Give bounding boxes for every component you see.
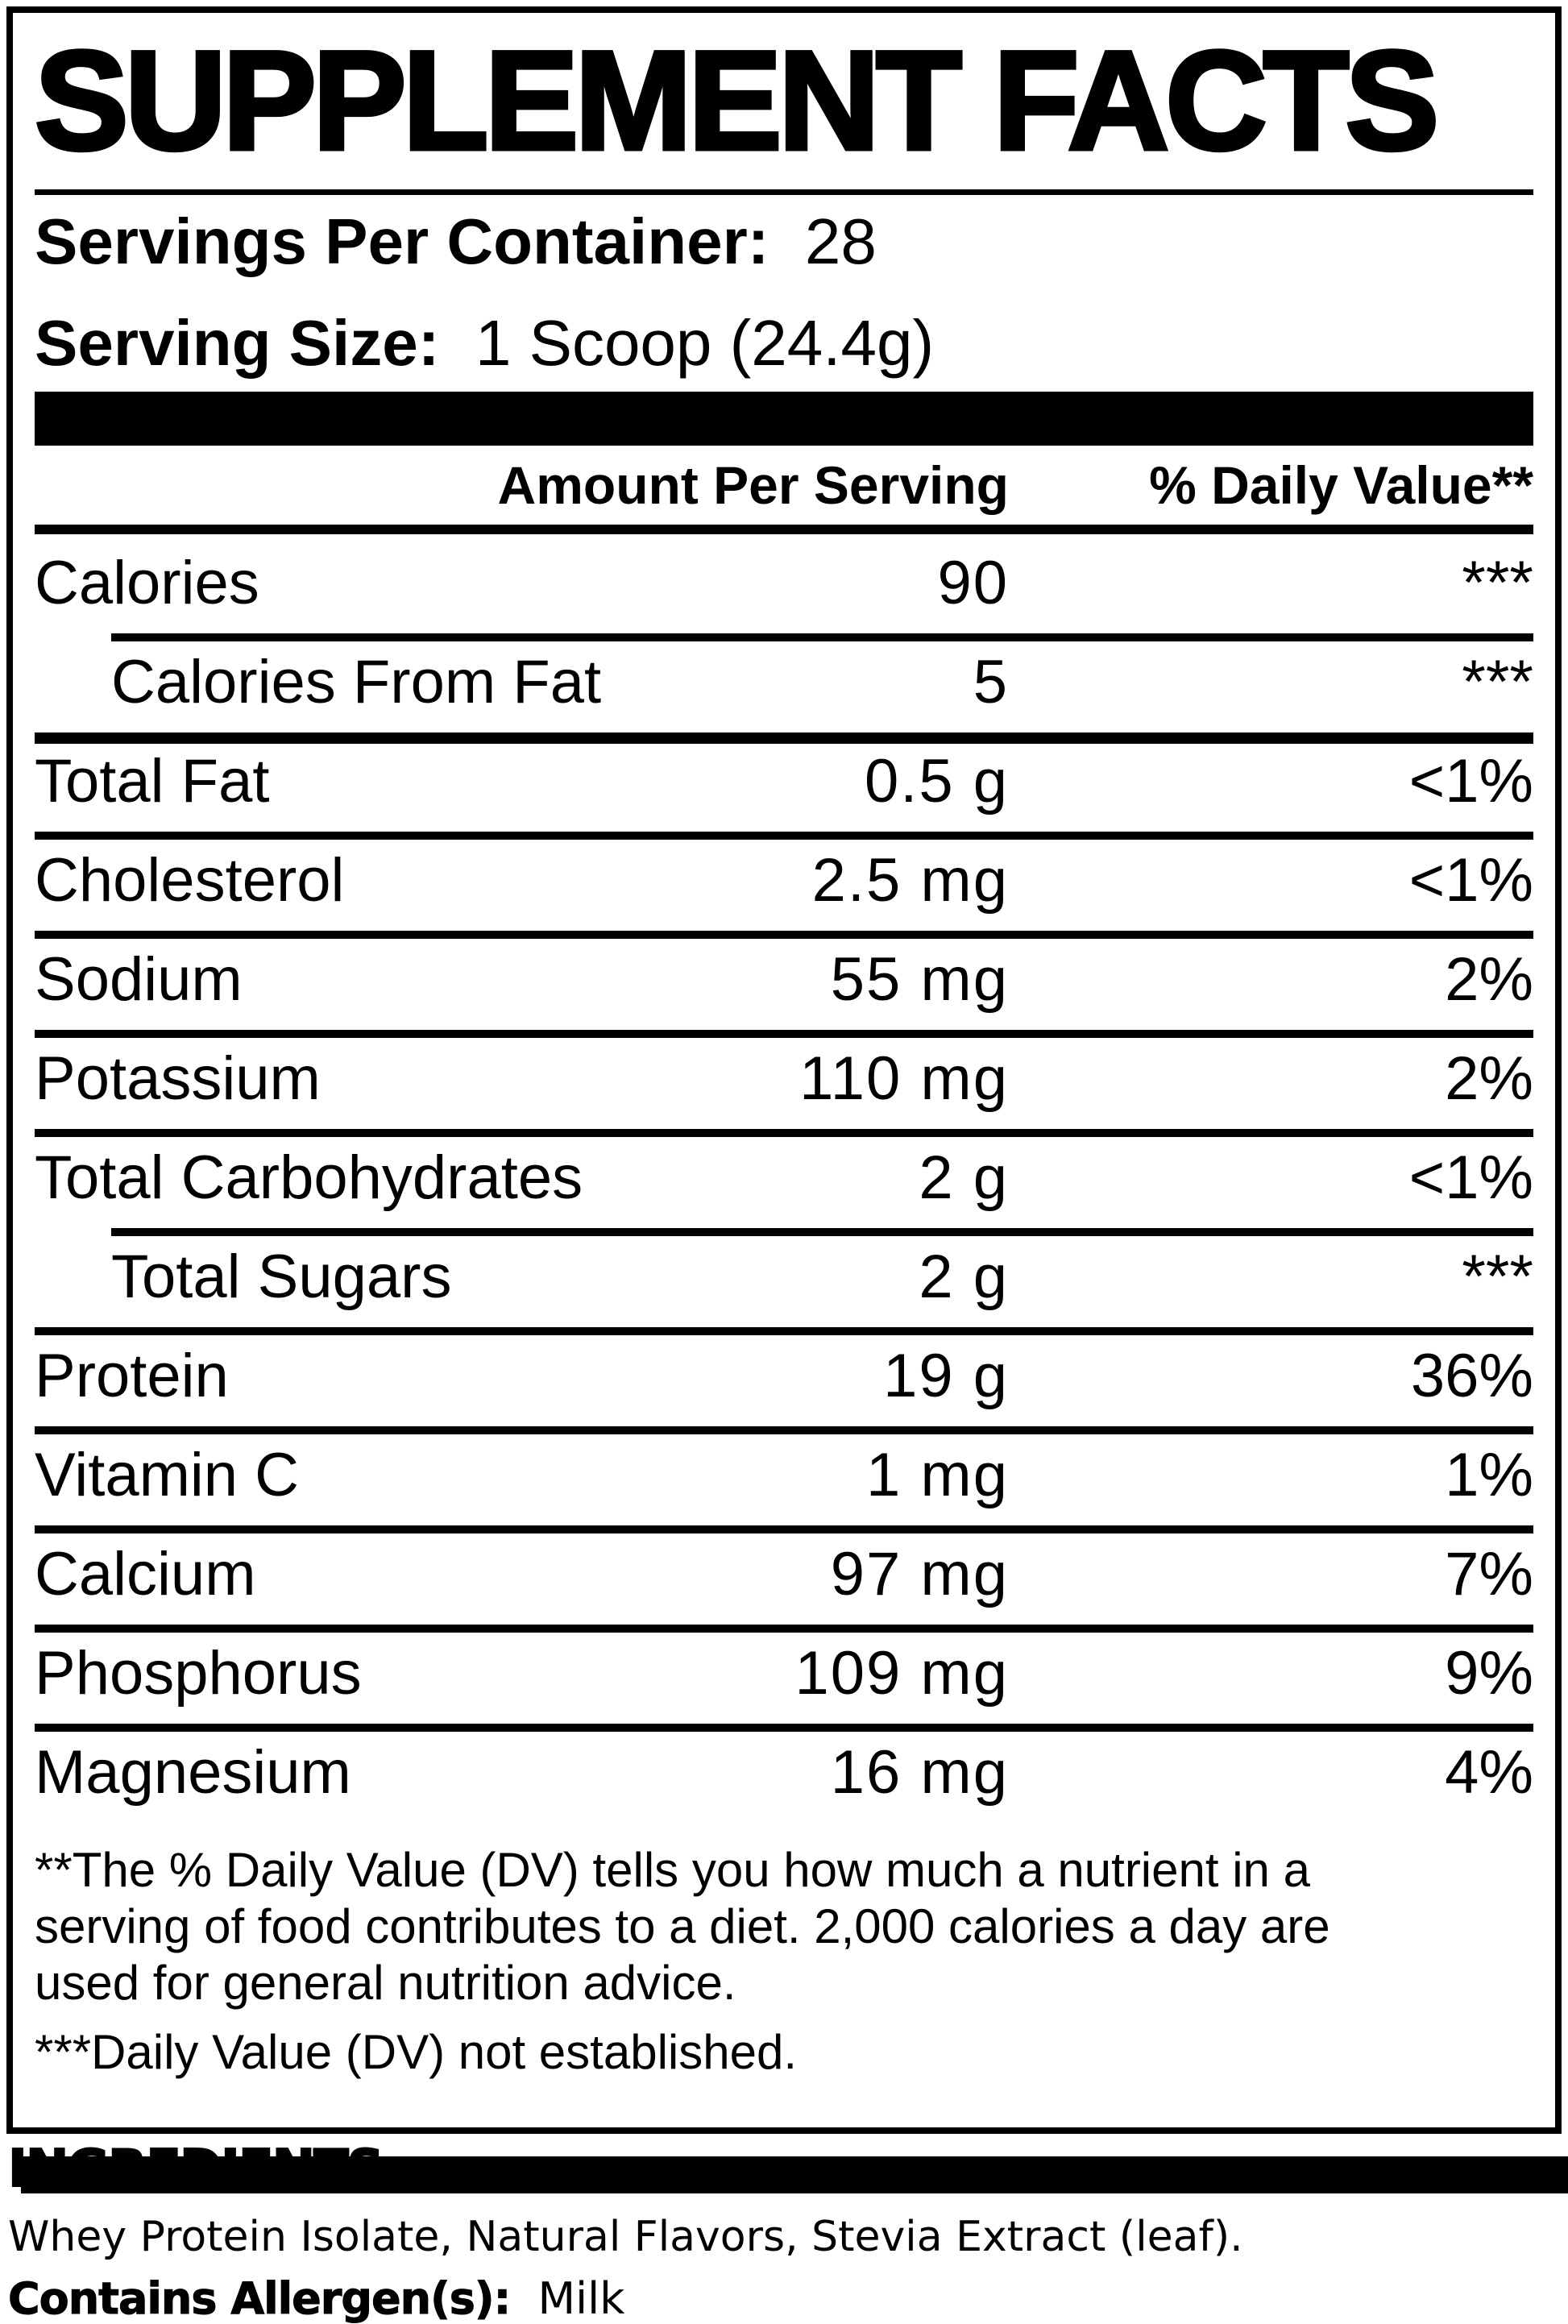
title-divider xyxy=(35,189,1533,195)
nutrient-cell: Cholesterol 2.5 mg xyxy=(35,850,1009,911)
nutrient-name: Potassium xyxy=(35,1044,321,1113)
nutrient-daily-value: 9% xyxy=(1445,1639,1533,1708)
nutrient-name: Cholesterol xyxy=(35,846,345,915)
nutrient-cell: Magnesium 16 mg xyxy=(35,1742,1009,1803)
nutrient-daily-value: 7% xyxy=(1445,1540,1533,1608)
nutrient-daily-value: 1% xyxy=(1445,1441,1533,1509)
nutrient-amount: 2 g xyxy=(919,1243,1009,1311)
nutrient-name: Total Fat xyxy=(35,747,270,815)
nutrient-daily-value: *** xyxy=(1462,1243,1533,1311)
table-row: Magnesium 16 mg 4% xyxy=(35,1724,1533,1823)
table-row: Phosphorus 109 mg 9% xyxy=(35,1625,1533,1724)
nutrient-cell: Sodium 55 mg xyxy=(35,949,1009,1011)
nutrient-name: Total Sugars xyxy=(111,1243,452,1311)
nutrient-daily-value: 36% xyxy=(1410,1342,1533,1410)
nutrient-cell: Calories From Fat 5 xyxy=(35,652,1009,713)
header-divider xyxy=(35,525,1533,534)
servings-per-container-value: 28 xyxy=(804,205,877,277)
nutrient-name: Protein xyxy=(35,1342,229,1410)
nutrient-cell: Phosphorus 109 mg xyxy=(35,1643,1009,1704)
nutrient-amount: 0.5 g xyxy=(864,747,1009,815)
supplement-facts-panel: SUPPLEMENT FACTS Servings Per Container:… xyxy=(6,6,1568,2193)
nutrient-amount: 2 g xyxy=(919,1143,1009,1212)
nutrient-cell: Total Fat 0.5 g xyxy=(35,751,1009,812)
serving-size-value: 1 Scoop (24.4g) xyxy=(475,307,935,379)
panel-title: SUPPLEMENT FACTS xyxy=(33,23,1441,180)
nutrient-cell: Calcium 97 mg xyxy=(35,1544,1009,1605)
nutrient-daily-value: *** xyxy=(1462,549,1533,617)
table-row: Total Carbohydrates 2 g <1% xyxy=(35,1129,1533,1228)
ingredients-list: Whey Protein Isolate, Natural Flavors, S… xyxy=(8,2213,1243,2261)
nutrient-cell: Total Carbohydrates 2 g xyxy=(35,1147,1009,1209)
nutrient-name: Calories From Fat xyxy=(111,648,602,716)
nutrient-name: Magnesium xyxy=(35,1738,351,1807)
servings-per-container-label: Servings Per Container: xyxy=(35,205,769,277)
table-row: Calcium 97 mg 7% xyxy=(35,1525,1533,1625)
nutrient-amount: 2.5 mg xyxy=(811,846,1009,915)
table-header-row: Amount Per Serving % Daily Value** xyxy=(35,446,1533,525)
nutrient-daily-value: *** xyxy=(1462,648,1533,716)
amount-per-serving-header: Amount Per Serving xyxy=(497,455,1009,515)
table-row: Total Fat 0.5 g <1% xyxy=(35,732,1533,832)
nutrient-daily-value: <1% xyxy=(1408,846,1533,915)
serving-size-label: Serving Size: xyxy=(35,307,440,379)
table-row: Sodium 55 mg 2% xyxy=(35,931,1533,1030)
nutrient-name: Vitamin C xyxy=(35,1441,300,1509)
nutrient-name: Calories xyxy=(35,549,259,617)
nutrient-table: Calories 90 *** Calories From Fat 5 *** … xyxy=(35,534,1533,1823)
nutrient-daily-value: <1% xyxy=(1408,1143,1533,1212)
table-row: Calories From Fat 5 *** xyxy=(35,633,1533,732)
daily-value-footnote: **The % Daily Value (DV) tells you how m… xyxy=(35,1843,1330,2010)
nutrient-cell: Vitamin C 1 mg xyxy=(35,1445,1009,1506)
nutrient-name: Total Carbohydrates xyxy=(35,1143,583,1212)
nutrient-name: Sodium xyxy=(35,945,243,1014)
table-row: Potassium 110 mg 2% xyxy=(35,1030,1533,1129)
nutrient-daily-value: <1% xyxy=(1408,747,1533,815)
table-row: Cholesterol 2.5 mg <1% xyxy=(35,832,1533,931)
nutrient-daily-value: 2% xyxy=(1445,945,1533,1014)
ingredients-heading: INGREDIENTS: xyxy=(7,2139,404,2199)
nutrient-amount: 109 mg xyxy=(794,1639,1009,1708)
nutrient-daily-value: 2% xyxy=(1445,1044,1533,1113)
nutrient-amount: 19 g xyxy=(883,1342,1009,1410)
nutrient-amount: 97 mg xyxy=(830,1540,1009,1608)
daily-value-header: % Daily Value** xyxy=(1149,455,1533,515)
allergen-line: Contains Allergen(s): Milk xyxy=(7,2273,1560,2324)
nutrient-name: Calcium xyxy=(35,1540,256,1608)
nutrient-amount: 16 mg xyxy=(830,1738,1009,1807)
section-bar-top xyxy=(35,392,1533,446)
allergen-value: Milk xyxy=(537,2273,625,2324)
nutrient-amount: 90 xyxy=(937,549,1009,617)
nutrient-amount: 1 mg xyxy=(866,1441,1009,1509)
table-row: Calories 90 *** xyxy=(35,534,1533,633)
ingredients-section: INGREDIENTS: Whey Protein Isolate, Natur… xyxy=(7,2139,1560,2324)
nutrient-cell: Protein 19 g xyxy=(35,1346,1009,1407)
nutrient-amount: 55 mg xyxy=(830,945,1009,1014)
nutrient-amount: 5 xyxy=(973,648,1009,716)
table-row: Total Sugars 2 g *** xyxy=(35,1228,1533,1327)
nutrient-cell: Total Sugars 2 g xyxy=(35,1247,1009,1308)
nutrient-cell: Calories 90 xyxy=(35,553,1009,614)
nutrient-name: Phosphorus xyxy=(35,1639,362,1708)
table-row: Protein 19 g 36% xyxy=(35,1327,1533,1426)
allergen-label: Contains Allergen(s): xyxy=(7,2273,511,2324)
table-row: Vitamin C 1 mg 1% xyxy=(35,1426,1533,1525)
nutrient-daily-value: 4% xyxy=(1445,1738,1533,1807)
nutrient-amount: 110 mg xyxy=(799,1044,1009,1113)
nutrient-cell: Potassium 110 mg xyxy=(35,1048,1009,1110)
section-bar-bottom xyxy=(21,2156,1568,2193)
serving-size: Serving Size: 1 Scoop (24.4g) xyxy=(35,311,1533,376)
servings-per-container: Servings Per Container: 28 xyxy=(35,210,1533,274)
not-established-footnote: ***Daily Value (DV) not established. xyxy=(35,2025,798,2079)
